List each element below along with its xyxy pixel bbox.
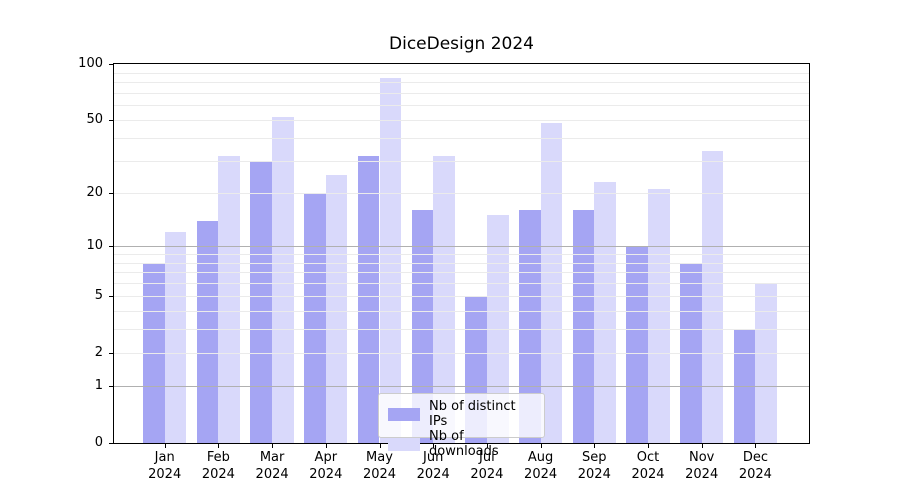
y-tick: [109, 443, 113, 444]
bar-downloads-nov: [701, 151, 724, 443]
gridline-minor: [114, 105, 809, 107]
gridline-minor: [114, 262, 809, 264]
x-tick: [218, 444, 220, 448]
y-tick-label: 1: [94, 378, 103, 394]
bar-downloads-apr: [325, 175, 348, 443]
x-tick-label: Jan 2024: [148, 450, 182, 482]
x-tick-label: Apr 2024: [309, 450, 343, 482]
x-tick-label: Oct 2024: [631, 450, 665, 482]
gridline-minor: [114, 272, 809, 274]
gridline-minor: [114, 329, 809, 331]
y-tick: [109, 246, 113, 248]
x-tick: [594, 444, 596, 448]
gridline-major: [114, 246, 809, 248]
x-tick-label: May 2024: [362, 450, 397, 482]
bar-downloads-dec: [755, 283, 778, 443]
x-tick: [272, 444, 274, 448]
y-tick: [109, 120, 113, 122]
x-tick: [379, 444, 381, 448]
x-tick: [755, 444, 757, 448]
y-tick-label: 0: [94, 435, 103, 450]
bar-downloads-oct: [648, 189, 670, 443]
bar-downloads-jun: [433, 155, 455, 443]
x-tick: [648, 444, 649, 448]
y-tick: [109, 386, 113, 388]
y-tick-label: 5: [94, 287, 103, 303]
x-tick-label: Jun 2024: [416, 450, 450, 482]
gridline-minor: [114, 82, 809, 84]
legend-swatch-downloads: [388, 437, 420, 451]
x-tick: [164, 444, 166, 448]
bar-distinct-ips-apr: [304, 192, 326, 443]
gridline-minor: [114, 192, 809, 194]
x-tick-label: Feb 2024: [201, 450, 235, 482]
gridline-minor: [114, 160, 809, 162]
x-tick-label: Sep 2024: [577, 450, 611, 482]
bar-distinct-ips-jun: [411, 210, 434, 443]
y-tick-label: 10: [86, 238, 103, 254]
legend-label-downloads: Nb of downloads: [429, 429, 499, 459]
gridline-minor: [114, 253, 809, 255]
x-tick-label: Nov 2024: [685, 450, 719, 482]
legend-item-downloads: Nb of downloads: [388, 429, 535, 459]
legend-item-distinct-ips: Nb of distinct IPs: [388, 399, 535, 429]
gridline-minor: [114, 283, 809, 285]
chart-title: DiceDesign 2024: [389, 34, 534, 54]
x-tick-label: Aug 2024: [524, 450, 558, 482]
bar-distinct-ips-oct: [626, 246, 648, 443]
gridline-minor: [114, 120, 809, 122]
y-tick-label: 50: [86, 112, 103, 128]
gridline-minor: [114, 138, 809, 140]
y-tick: [109, 295, 113, 297]
bar-distinct-ips-mar: [250, 160, 273, 443]
bar-downloads-jan: [164, 232, 187, 443]
y-tick: [109, 64, 113, 65]
x-tick: [433, 444, 435, 448]
gridline-minor: [114, 295, 809, 297]
bar-distinct-ips-sep: [572, 210, 595, 443]
plot-area: [113, 63, 810, 444]
bar-distinct-ips-aug: [518, 210, 541, 443]
bar-distinct-ips-may: [357, 155, 380, 443]
y-tick-label: 100: [78, 56, 103, 71]
x-tick: [701, 444, 703, 448]
legend: Nb of distinct IPs Nb of downloads: [378, 393, 545, 459]
y-tick: [109, 352, 113, 354]
x-tick: [540, 444, 542, 448]
y-tick-label: 20: [86, 184, 103, 200]
gridline-major: [114, 386, 809, 388]
gridline-minor: [114, 310, 809, 312]
x-tick-label: Dec 2024: [738, 450, 772, 482]
x-tick-label: Jul 2024: [470, 450, 504, 482]
x-tick: [486, 444, 488, 448]
gridline-minor: [114, 352, 809, 354]
legend-label-distinct-ips: Nb of distinct IPs: [429, 399, 516, 429]
legend-swatch-distinct-ips: [388, 407, 420, 421]
bar-downloads-mar: [272, 116, 294, 443]
x-tick-label: Mar 2024: [255, 450, 289, 482]
gridline-minor: [114, 72, 809, 74]
bar-downloads-feb: [218, 155, 241, 443]
bar-distinct-ips-feb: [196, 220, 219, 443]
gridline-minor: [114, 92, 809, 94]
x-tick: [325, 444, 327, 448]
bar-downloads-may: [379, 78, 402, 443]
y-tick-label: 2: [94, 344, 103, 360]
y-tick: [109, 192, 113, 194]
bar-downloads-sep: [594, 182, 616, 443]
